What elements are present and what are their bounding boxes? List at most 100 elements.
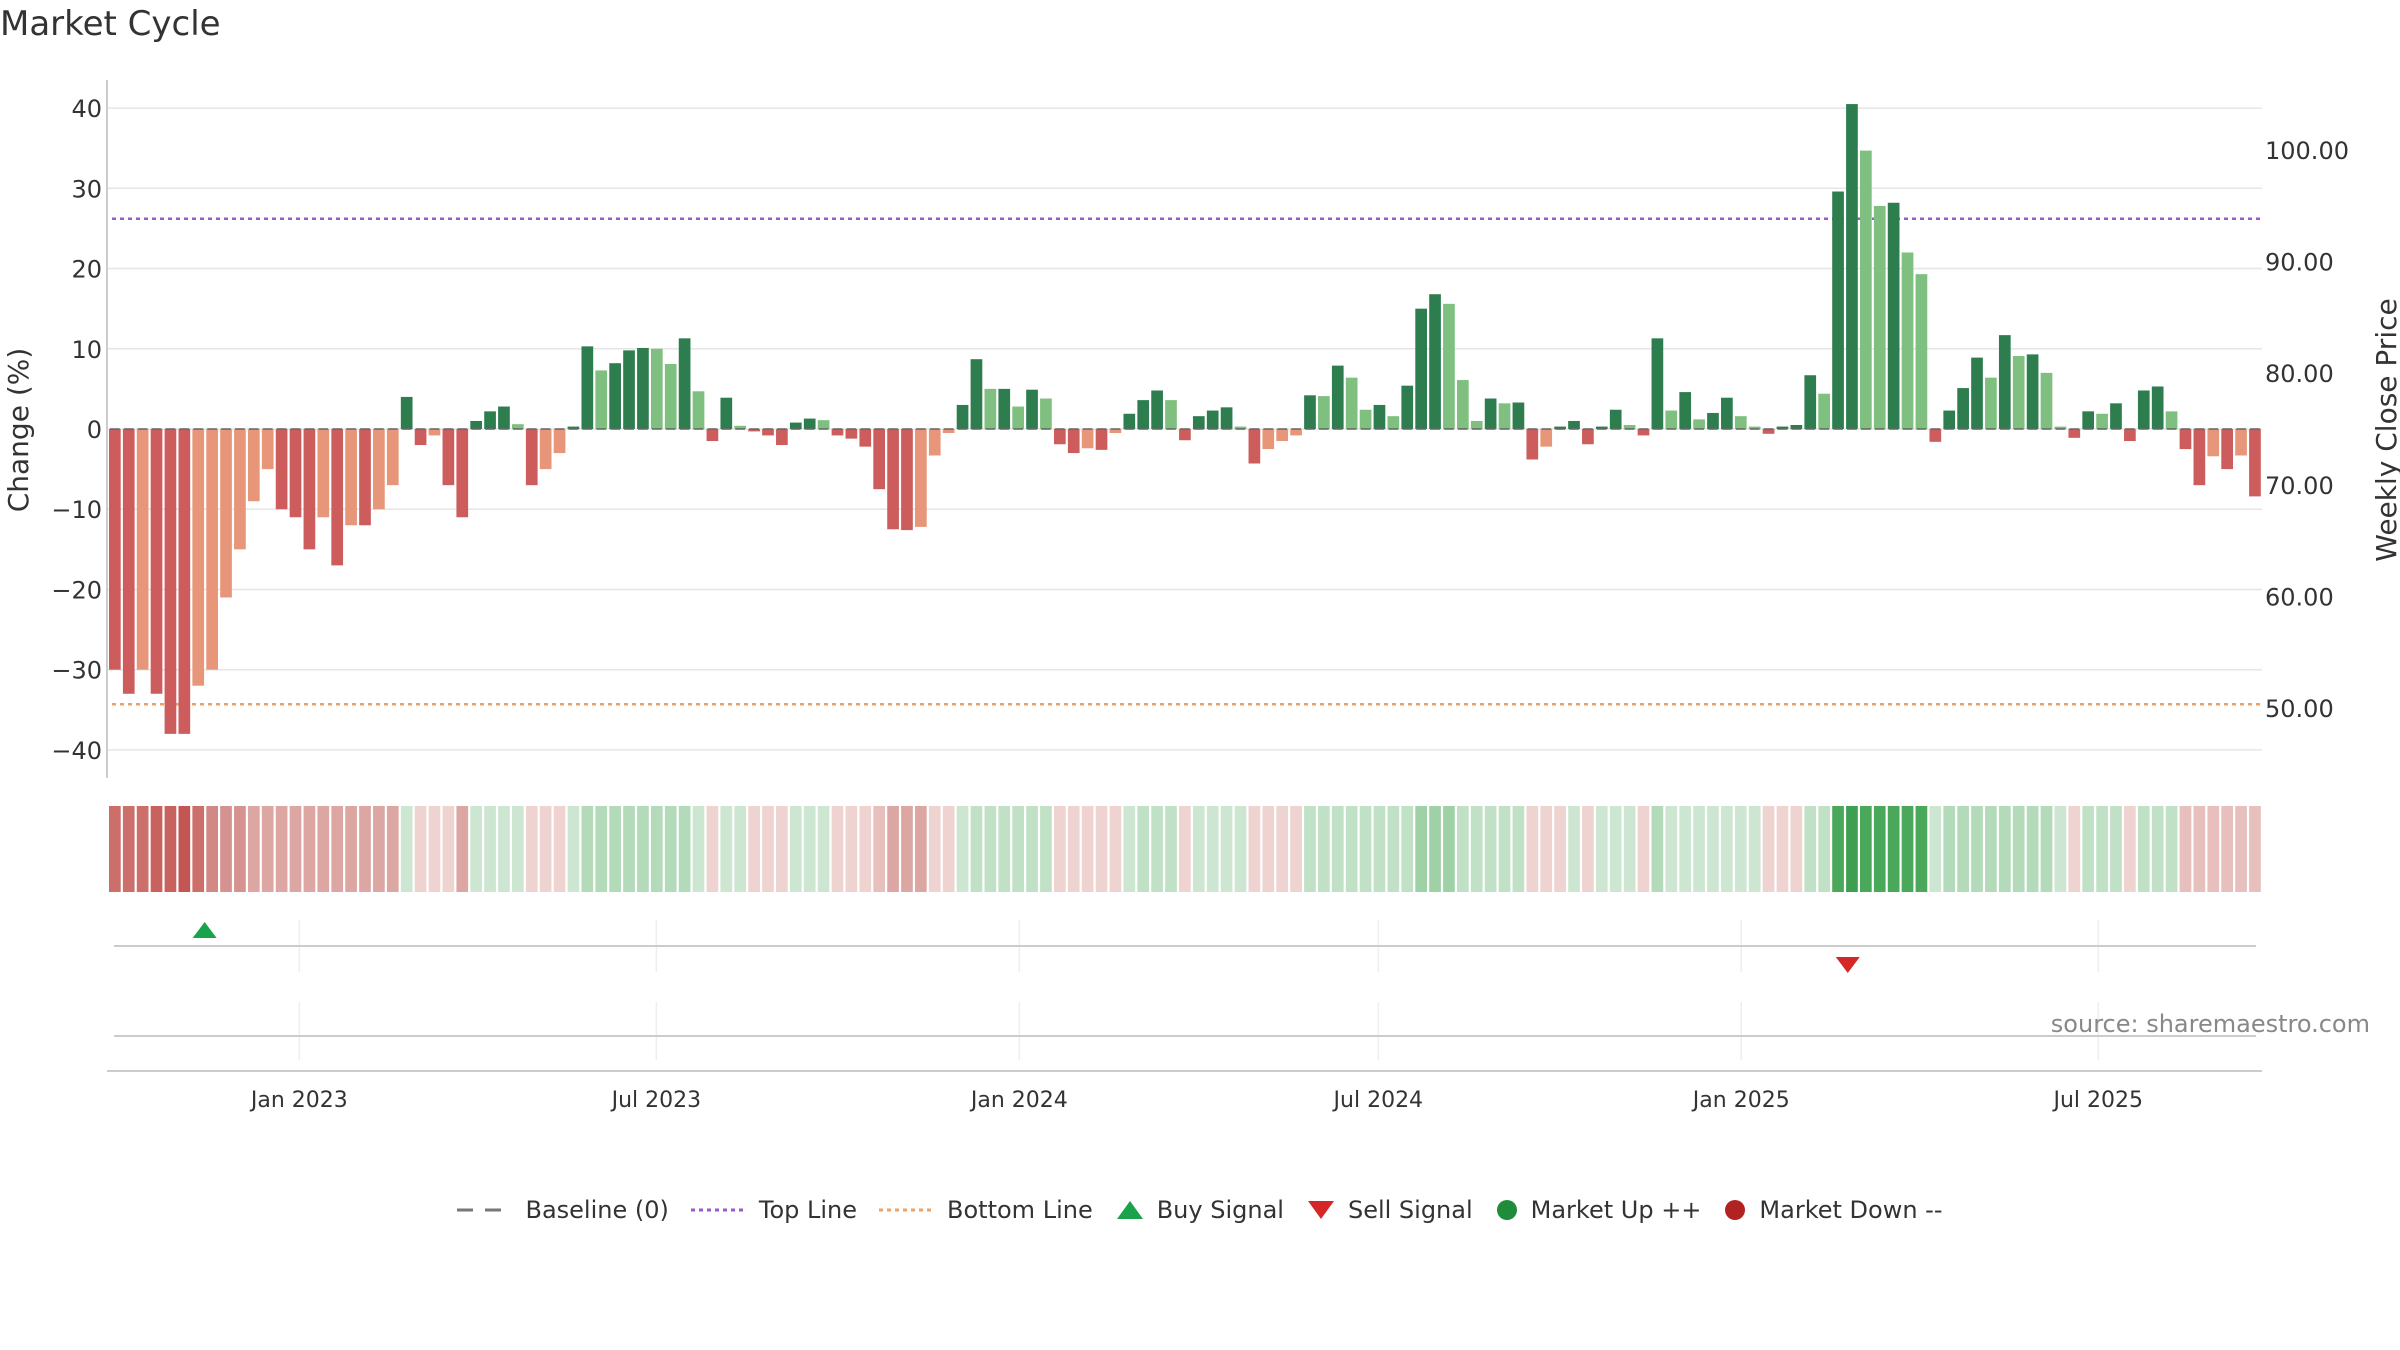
cycle-cell (748, 806, 760, 892)
cycle-cell (1971, 806, 1983, 892)
cycle-cell (637, 806, 649, 892)
change-bar (1679, 392, 1692, 429)
change-bar (2221, 429, 2234, 470)
change-bar (762, 429, 774, 436)
market-panel (107, 1002, 2262, 1072)
change-bar (859, 429, 872, 447)
reference-lines (112, 217, 2262, 706)
cycle-cell (915, 806, 927, 892)
cycle-cell (1290, 806, 1302, 892)
change-bar (1998, 335, 2011, 429)
cycle-cell (887, 806, 899, 892)
change-bar (1609, 409, 1622, 429)
change-bar (1304, 395, 1316, 429)
change-bar (942, 429, 955, 434)
change-bar (2026, 354, 2039, 429)
cycle-cell (595, 806, 608, 892)
cycle-cell (192, 806, 205, 892)
change-bar (331, 429, 344, 566)
cycle-cell (553, 806, 566, 892)
change-bar (595, 370, 608, 429)
y2-tick-label: 90.00 (2265, 249, 2334, 277)
cycle-cell (525, 806, 538, 892)
triangle-up-icon (1116, 1201, 1143, 1219)
cycle-cell (1179, 806, 1191, 892)
legend-item-top-line[interactable]: Top Line (690, 1196, 857, 1224)
change-bar (1067, 429, 1080, 454)
cycle-cell (1470, 806, 1483, 892)
change-bar (164, 429, 177, 734)
change-bar (1929, 429, 1942, 442)
change-bar (1053, 429, 1066, 445)
change-bar (317, 429, 330, 518)
change-bar (609, 363, 621, 429)
change-bar (1443, 303, 1455, 429)
legend-item-market-down[interactable]: Market Down -- (1723, 1196, 1943, 1224)
legend-item-bottom-line[interactable]: Bottom Line (879, 1196, 1093, 1224)
change-bar (1651, 338, 1664, 429)
change-bar (637, 347, 649, 429)
change-bar (1123, 413, 1136, 429)
x-tick-label: Jul 2024 (1332, 1088, 1424, 1113)
change-bar (1109, 429, 1122, 434)
change-bar (1776, 426, 1789, 429)
cycle-cell (1582, 806, 1594, 892)
change-bar (1512, 402, 1525, 429)
cycle-cell (2124, 806, 2136, 892)
y2-tick-label: 50.00 (2265, 695, 2334, 723)
change-bar (1540, 429, 1553, 447)
change-bar (831, 429, 844, 436)
cycle-cell (1832, 806, 1844, 892)
cycle-cell (220, 806, 232, 892)
cycle-cell (2165, 806, 2178, 892)
cycle-cell (1151, 806, 1163, 892)
cycle-cell (1206, 806, 1219, 892)
legend-item-market-up[interactable]: Market Up ++ (1495, 1196, 1701, 1224)
cycle-cell (789, 806, 802, 892)
change-bar (234, 429, 246, 550)
cycle-cell (1985, 806, 1997, 892)
change-bar (734, 425, 747, 429)
change-bar (289, 429, 302, 518)
cycle-cell (1554, 806, 1566, 892)
cycle-cell (2110, 806, 2122, 892)
change-bar (1373, 404, 1386, 429)
change-bar (1359, 409, 1372, 429)
change-bar (789, 422, 802, 429)
source-credit: source: sharemaestro.com (2050, 1010, 2370, 1038)
y2-tick-label: 70.00 (2265, 472, 2334, 500)
change-bar (1943, 410, 1956, 429)
cycle-cell (650, 806, 663, 892)
change-bar (1040, 398, 1052, 429)
cycle-cell (581, 806, 594, 892)
cycle-cell (1859, 806, 1872, 892)
change-bar (1804, 375, 1817, 429)
change-bar (2068, 429, 2081, 438)
change-bar (525, 429, 538, 486)
cycle-cell (1623, 806, 1636, 892)
change-bar (2082, 411, 2095, 429)
change-bar (1456, 380, 1469, 429)
change-bar (275, 429, 288, 510)
cycle-cell (1790, 806, 1803, 892)
legend-item-buy-signal[interactable]: Buy Signal (1115, 1196, 1284, 1224)
change-bar (136, 429, 149, 670)
dotted-purple-line-icon (690, 1208, 747, 1212)
cycle-cell (803, 806, 816, 892)
change-bar (2096, 413, 2108, 429)
cycle-cell (1123, 806, 1136, 892)
legend: Baseline (0) Top Line Bottom Line Buy Si… (0, 1196, 2400, 1224)
change-bar (1345, 377, 1358, 429)
cycle-cell (2179, 806, 2192, 892)
cycle-cell (956, 806, 969, 892)
legend-item-baseline[interactable]: Baseline (0) (457, 1196, 669, 1224)
legend-item-sell-signal[interactable]: Sell Signal (1306, 1196, 1473, 1224)
cycle-cell (2040, 806, 2053, 892)
cycle-cell (1512, 806, 1525, 892)
cycle-cell (1276, 806, 1289, 892)
change-bar (345, 429, 357, 526)
x-tick-label: Jul 2023 (610, 1088, 702, 1113)
cycle-cell (164, 806, 177, 892)
change-bar (664, 364, 677, 429)
cycle-cell (1220, 806, 1233, 892)
